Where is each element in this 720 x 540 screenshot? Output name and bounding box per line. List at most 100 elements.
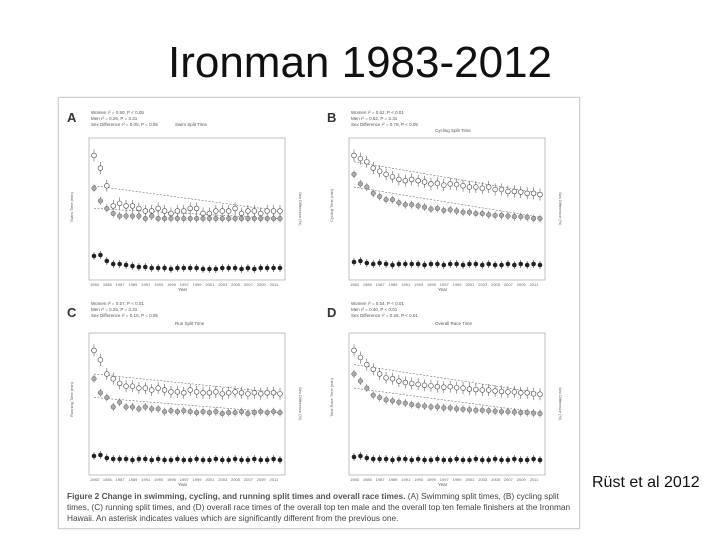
x-tick-label: 2005: [491, 282, 501, 287]
point-women: [174, 208, 181, 214]
point-women: [441, 182, 447, 188]
point-sex-difference: [264, 265, 270, 271]
point-sex-difference: [377, 260, 382, 266]
x-tick-label: 1985: [363, 282, 373, 287]
point-women: [97, 165, 104, 171]
point-women: [270, 208, 277, 214]
x-tick-label: 1987: [376, 282, 386, 287]
legend-men: Men r² = 0.26, P = 3.31: [91, 307, 138, 312]
point-men: [505, 213, 511, 219]
x-tick-label: 2003: [218, 477, 228, 482]
plot-frame: [348, 137, 546, 281]
x-tick-label: 1987: [116, 282, 126, 287]
point-men: [492, 212, 498, 218]
point-men: [174, 215, 180, 222]
point-sex-difference: [91, 253, 97, 259]
trend-line: [353, 161, 541, 194]
point-men: [104, 205, 110, 211]
point-women: [415, 177, 421, 184]
plot-frame: [348, 332, 546, 476]
point-sex-difference: [194, 265, 199, 271]
point-sex-difference: [435, 456, 440, 462]
point-men: [396, 200, 402, 206]
point-women: [370, 366, 376, 372]
legend-sex-diff: Sex Difference r² = 0.15, P = 0.05: [91, 313, 158, 318]
point-women: [370, 165, 376, 171]
point-sex-difference: [512, 456, 517, 462]
x-tick-label: 1995: [427, 282, 437, 287]
point-women: [187, 205, 193, 212]
point-sex-difference: [232, 265, 238, 271]
point-women: [258, 391, 264, 397]
point-men: [168, 215, 174, 222]
point-women: [129, 203, 136, 209]
point-sex-difference: [149, 265, 155, 271]
point-sex-difference: [91, 453, 97, 459]
x-tick-label: 1983: [350, 477, 360, 482]
x-tick-label: 1989: [388, 282, 398, 287]
point-men: [454, 406, 460, 412]
point-women: [149, 387, 155, 393]
x-tick-label: 2003: [218, 282, 228, 287]
trend-line: [93, 397, 281, 413]
point-sex-difference: [162, 265, 167, 271]
point-men: [492, 408, 498, 414]
point-women: [383, 171, 389, 178]
point-women: [466, 386, 473, 392]
point-men: [466, 407, 472, 413]
point-sex-difference: [415, 456, 421, 462]
x-axis-label: Year: [438, 287, 448, 292]
point-men: [441, 405, 447, 411]
x-tick-label: 1991: [401, 282, 411, 287]
point-men: [226, 410, 232, 416]
point-women: [193, 389, 200, 395]
point-women: [402, 379, 409, 386]
point-men: [505, 409, 511, 415]
x-tick-label: 1991: [141, 282, 151, 287]
point-women: [116, 380, 123, 387]
point-sex-difference: [403, 456, 408, 462]
point-men: [206, 215, 212, 222]
point-women: [123, 383, 129, 389]
point-sex-difference: [377, 456, 382, 462]
point-men: [383, 197, 389, 203]
point-women: [213, 389, 219, 395]
point-sex-difference: [492, 262, 498, 268]
point-sex-difference: [537, 262, 543, 268]
point-women: [238, 390, 245, 396]
point-men: [364, 184, 370, 190]
point-sex-difference: [499, 262, 504, 268]
point-sex-difference: [219, 265, 225, 271]
point-sex-difference: [435, 261, 440, 267]
panel-a: A Women r² = 0.50, P < 0.05 Men r² = 0.2…: [63, 102, 313, 297]
chart-d: D Women r² = 0.54, P < 0.01 Men r² = 0.4…: [327, 301, 563, 487]
point-women: [232, 389, 238, 395]
point-sex-difference: [460, 262, 466, 268]
point-sex-difference: [277, 265, 283, 271]
point-sex-difference: [531, 456, 536, 462]
point-sex-difference: [479, 262, 485, 268]
point-men: [213, 409, 219, 415]
point-sex-difference: [460, 457, 466, 463]
point-women: [409, 380, 415, 387]
point-women: [91, 152, 97, 159]
point-men: [370, 392, 376, 398]
point-men: [473, 407, 479, 413]
point-women: [537, 191, 543, 198]
point-sex-difference: [518, 457, 524, 463]
point-men: [434, 404, 440, 410]
legend-sex-diff: Sex Difference r² = 0.05, P = 0.05: [91, 122, 158, 127]
x-tick-label: 1987: [116, 477, 126, 482]
legend-women: Women r² = 0.50, P < 0.05: [91, 110, 144, 115]
point-sex-difference: [143, 264, 148, 270]
point-sex-difference: [473, 261, 479, 267]
point-sex-difference: [136, 456, 142, 462]
legend-women: Women r² = 0.62, P < 0.01: [351, 110, 404, 115]
point-sex-difference: [155, 265, 161, 271]
point-men: [447, 405, 453, 411]
point-women: [389, 376, 396, 382]
point-men: [466, 209, 472, 215]
point-women: [123, 203, 129, 209]
chart-c: C Women r² = 0.57, P < 0.01 Men r² = 0.2…: [67, 301, 303, 487]
point-women: [415, 381, 421, 388]
